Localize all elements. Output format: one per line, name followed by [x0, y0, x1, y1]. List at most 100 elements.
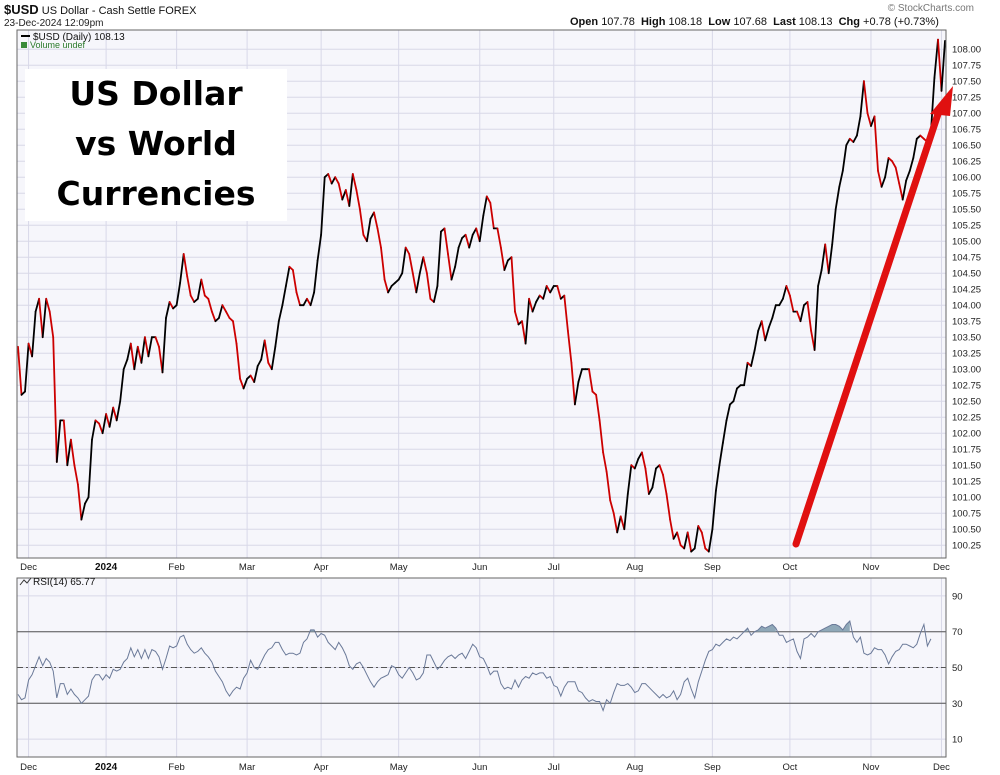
rsi-legend-icon [19, 577, 32, 586]
price-segment [436, 230, 442, 287]
price-segment [824, 243, 830, 275]
price-tick-label: 100.25 [952, 541, 981, 552]
price-segment [210, 310, 217, 323]
price-segment [693, 525, 700, 550]
price-segment [373, 211, 379, 230]
volume-legend-label: Volume undef [30, 40, 86, 50]
price-segment [196, 278, 203, 300]
price-tick-label: 106.50 [952, 141, 981, 152]
price-segment [602, 451, 608, 473]
price-segment [411, 272, 418, 294]
price-segment [499, 246, 506, 271]
price-segment [665, 493, 671, 521]
symbol-description: US Dollar - Cash Settle [41, 5, 156, 17]
price-tick-label: 104.25 [952, 285, 981, 296]
price-segment [760, 320, 767, 342]
price-segment [425, 272, 432, 300]
uptrend-arrow-head [930, 86, 953, 116]
price-tick-label: 102.75 [952, 381, 981, 392]
price-segment [143, 336, 150, 358]
price-tick-label: 100.50 [952, 525, 981, 536]
price-month-label: Sep [704, 562, 721, 573]
symbol: $USD [4, 2, 39, 17]
rsi-month-label: Dec [933, 762, 950, 773]
price-tick-label: 104.00 [952, 301, 981, 312]
price-tick-label: 105.25 [952, 221, 981, 232]
price-segment [651, 467, 657, 489]
price-segment [556, 285, 562, 300]
price-segment [221, 304, 227, 313]
price-segment [510, 256, 516, 313]
price-segment [122, 358, 129, 371]
price-segment [545, 285, 552, 294]
price-segment [55, 419, 62, 463]
price-month-label: Oct [783, 562, 798, 573]
price-segment [136, 345, 143, 364]
callout-line-3: Currencies [56, 174, 256, 213]
price-segment [577, 368, 583, 383]
price-segment [598, 419, 604, 454]
price-segment [464, 233, 471, 249]
price-month-label: 2024 [95, 562, 118, 573]
price-segment [284, 265, 291, 287]
price-segment [707, 528, 714, 553]
price-segment [796, 310, 802, 323]
price-month-label: Jul [548, 562, 560, 573]
price-segment [418, 256, 425, 275]
price-segment [623, 493, 629, 531]
price-segment [489, 201, 495, 230]
price-segment [567, 329, 573, 364]
price-segment [115, 400, 122, 422]
rsi-tick-label: 50 [952, 663, 963, 674]
price-tick-label: 103.75 [952, 317, 981, 328]
price-segment [570, 361, 576, 406]
callout-line-2: vs World [75, 124, 237, 163]
price-segment [295, 291, 301, 307]
rsi-month-label: Jun [472, 762, 487, 773]
price-segment [70, 438, 76, 467]
price-segment [785, 285, 791, 297]
price-tick-label: 105.00 [952, 237, 981, 248]
price-tick-label: 106.00 [952, 173, 981, 184]
price-segment [383, 278, 390, 294]
price-segment [62, 419, 69, 467]
quote-summary: Open 107.78 High 108.18 Low 107.68 Last … [570, 16, 939, 28]
price-segment [595, 393, 601, 422]
price-segment [242, 377, 249, 390]
price-segment [31, 310, 37, 358]
price-segment [898, 182, 904, 201]
price-tick-label: 107.75 [952, 61, 981, 72]
price-segment [101, 413, 107, 435]
price-segment [77, 483, 83, 521]
price-segment [387, 285, 393, 294]
price-segment [524, 297, 530, 345]
price-tick-label: 106.25 [952, 157, 981, 168]
price-segment [531, 301, 537, 313]
price-segment [80, 502, 86, 521]
price-segment [200, 278, 206, 297]
price-segment [697, 525, 703, 534]
price-segment [700, 531, 707, 550]
price-segment [91, 419, 97, 441]
price-segment [912, 137, 918, 159]
price-segment [397, 272, 404, 281]
price-segment [376, 227, 382, 249]
price-segment [852, 134, 858, 143]
price-segment [711, 489, 717, 531]
open-label: Open [570, 16, 599, 28]
price-segment [189, 294, 196, 303]
price-tick-label: 101.25 [952, 477, 981, 488]
price-segment [281, 285, 287, 307]
price-segment [277, 304, 284, 323]
price-segment [256, 358, 263, 367]
price-segment [753, 329, 760, 351]
chart-symbol-header: $USD US Dollar - Cash Settle FOREX [4, 2, 196, 17]
price-segment [263, 339, 270, 364]
price-segment [859, 80, 865, 118]
rsi-tick-label: 10 [952, 735, 963, 746]
rsi-month-label: May [390, 762, 408, 773]
rsi-legend-label: RSI(14) 65.77 [33, 577, 96, 588]
price-segment [866, 112, 872, 127]
price-month-label: Mar [239, 562, 255, 573]
